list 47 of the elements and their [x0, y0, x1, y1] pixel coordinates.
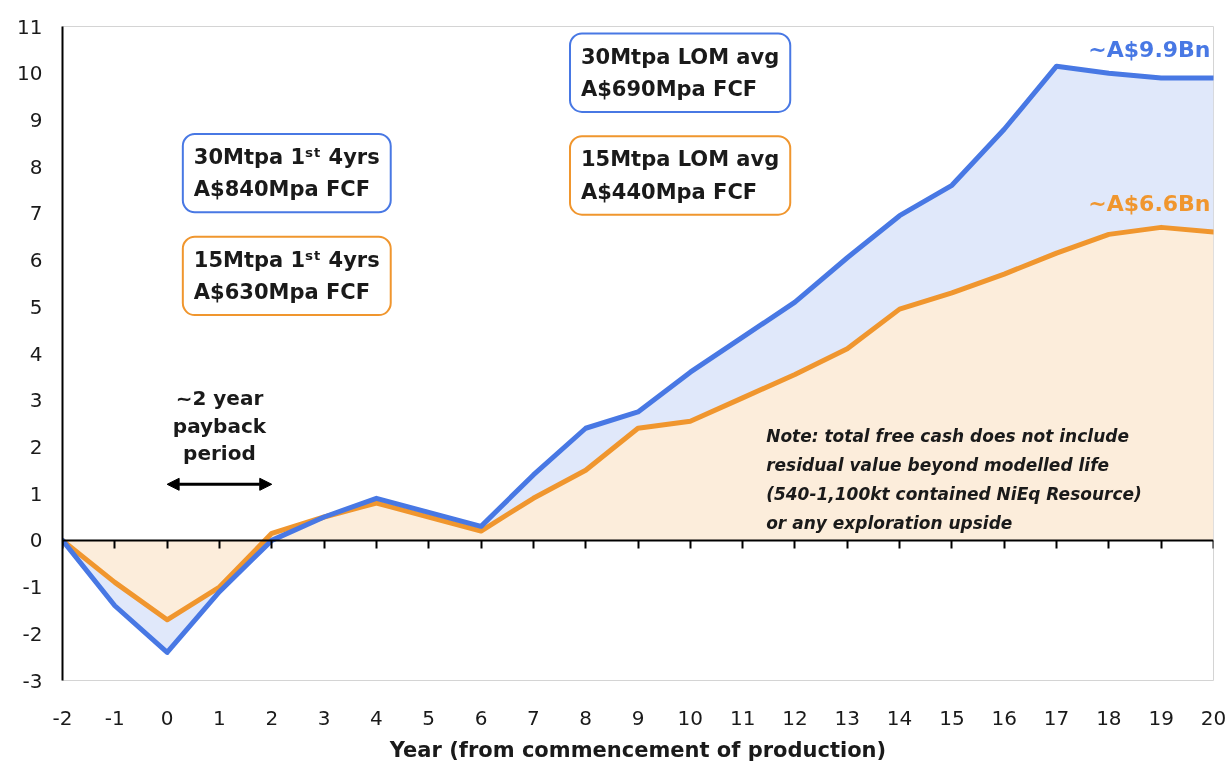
- x-tick-label: -2: [52, 705, 73, 730]
- y-tick-label: 2: [29, 434, 43, 459]
- x-tick-label: -1: [104, 705, 125, 730]
- x-tick-label: 18: [1096, 705, 1122, 730]
- x-tick-label: 10: [677, 705, 704, 730]
- x-tick-label: 14: [886, 705, 913, 730]
- x-tick-label: 2: [265, 705, 279, 730]
- y-tick-label: 4: [29, 341, 43, 366]
- y-tick-label: -1: [22, 575, 43, 600]
- x-tick-label: 9: [631, 705, 645, 730]
- y-tick-label: 7: [29, 201, 43, 226]
- annotation: Note: total free cash does not include residual value beyond modelled life (540-1,100kt contained NiEq Resource) or any exploration upside: [766, 425, 1142, 533]
- y-tick-label: -2: [22, 621, 43, 646]
- y-tick-label: -3: [22, 668, 43, 693]
- annotation: 15Mtpa 1ˢᵗ 4yrs A$630Mpa FCF: [193, 247, 380, 305]
- y-tick-label: 9: [29, 107, 43, 132]
- x-axis-title: Year (from commencement of production): [388, 737, 887, 762]
- x-tick-label: 4: [370, 705, 383, 730]
- y-tick-label: 3: [29, 388, 43, 413]
- y-tick-label: 6: [29, 248, 43, 273]
- annotation: ~2 year payback period: [172, 386, 267, 466]
- x-tick-label: 5: [422, 705, 436, 730]
- annotation: 30Mtpa 1ˢᵗ 4yrs A$840Mpa FCF: [193, 144, 380, 202]
- y-tick-label: 0: [29, 528, 43, 553]
- annotation: 30Mtpa LOM avg A$690Mpa FCF: [580, 44, 780, 101]
- x-tick-label: 13: [834, 705, 860, 730]
- y-tick-label: 11: [17, 14, 43, 39]
- x-tick-label: 20: [1200, 705, 1227, 730]
- x-tick-label: 3: [317, 705, 331, 730]
- x-tick-label: 8: [579, 705, 593, 730]
- x-tick-label: 16: [991, 705, 1017, 730]
- y-tick-label: 10: [17, 61, 43, 86]
- y-tick-label: 8: [29, 154, 43, 179]
- x-tick-label: 6: [474, 705, 488, 730]
- x-tick-label: 15: [939, 705, 965, 730]
- x-tick-label: 0: [160, 705, 174, 730]
- y-tick-label: 5: [29, 294, 43, 319]
- x-tick-label: 12: [782, 705, 808, 730]
- x-tick-label: 17: [1043, 705, 1070, 730]
- x-tick-label: 1: [213, 705, 226, 730]
- x-tick-label: 19: [1148, 705, 1174, 730]
- annotation: 15Mtpa LOM avg A$440Mpa FCF: [580, 147, 780, 204]
- x-tick-label: 11: [729, 705, 756, 730]
- x-tick-label: 7: [527, 705, 540, 730]
- annotation: ~A$6.6Bn: [1088, 191, 1211, 217]
- y-tick-label: 1: [29, 481, 43, 506]
- annotation: ~A$9.9Bn: [1088, 36, 1211, 62]
